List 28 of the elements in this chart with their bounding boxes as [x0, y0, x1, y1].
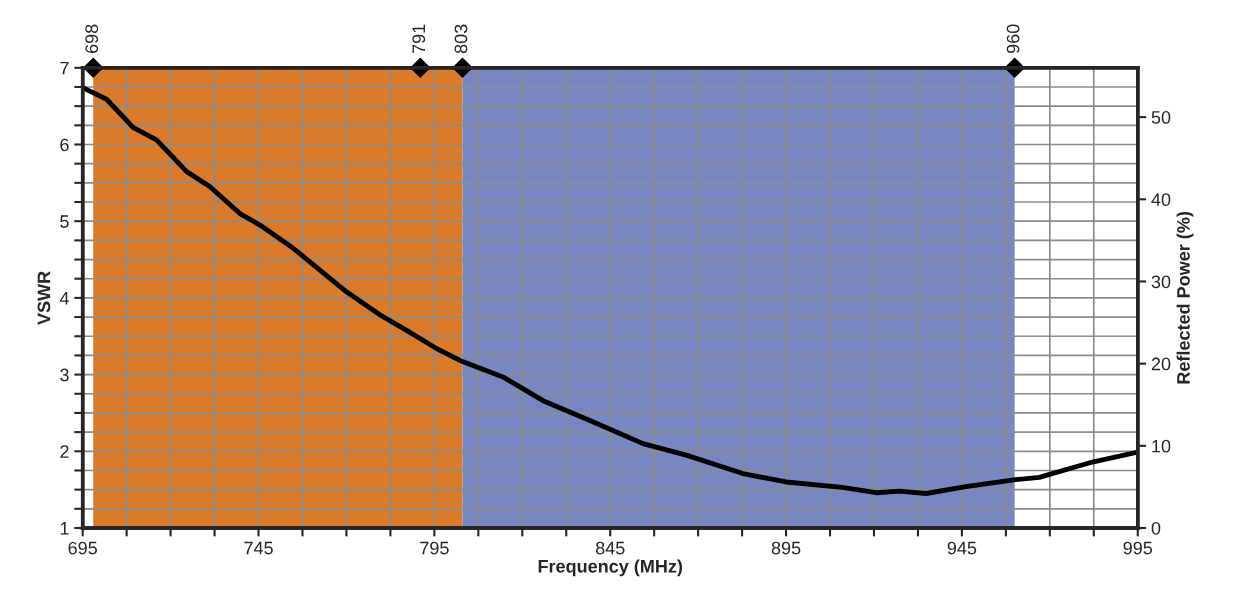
- y2-tick-label: 0: [1151, 521, 1161, 535]
- y-tick-label: 4: [59, 292, 69, 305]
- annotation: 791: [412, 24, 426, 53]
- y2-tick-label: 50: [1151, 111, 1171, 124]
- y-tick-label: 7: [60, 61, 69, 75]
- x-tick-label: 695: [68, 541, 97, 555]
- annotation: 960: [1006, 24, 1020, 54]
- y2-tick-label: 40: [1151, 193, 1171, 207]
- y2-tick-label: 20: [1151, 357, 1171, 371]
- x-tick-label: 995: [1123, 541, 1153, 555]
- y2-tick-label: 10: [1152, 439, 1171, 453]
- y-tick-label: 6: [60, 138, 69, 152]
- x-tick-label: 845: [595, 541, 625, 555]
- y-tick-label: 5: [60, 215, 69, 228]
- line-series: [82, 85, 1138, 496]
- y2-axis-title: Reflected Power (%): [1176, 212, 1194, 384]
- x-axis-title: Frequency (MHz): [538, 559, 683, 577]
- x-tick-label: 895: [771, 541, 801, 555]
- y-tick-label: 2: [60, 445, 69, 458]
- y2-tick-label: 30: [1151, 275, 1171, 289]
- y-tick-label: 3: [60, 368, 69, 382]
- annotation: 698: [85, 24, 99, 53]
- y-tick-label: 1: [60, 522, 69, 535]
- x-tick-label: 945: [947, 541, 977, 555]
- x-tick-label: 745: [244, 541, 273, 555]
- y-axis-title: VSWR: [37, 271, 51, 325]
- x-tick-label: 795: [420, 541, 449, 555]
- annotation: 803: [454, 24, 468, 54]
